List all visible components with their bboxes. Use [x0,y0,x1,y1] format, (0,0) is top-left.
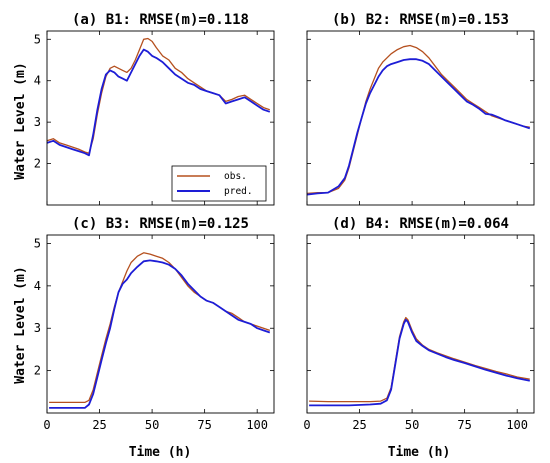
ytick-label: 2 [34,157,41,171]
legend: obs. pred. [171,165,267,202]
legend-box [171,165,267,202]
xtick-label: 50 [145,418,159,432]
series-obs-line-3 [309,316,530,403]
plot-frame-1 [306,30,535,206]
ytick-label: 3 [34,115,41,129]
panel-title-2: (c) B3: RMSE(m)=0.125 [72,216,249,232]
xtick-label: 25 [352,418,366,432]
panel-title-0: (a) B1: RMSE(m)=0.118 [72,12,249,28]
series-pred-line-0 [46,48,271,157]
legend-obs-label: obs. [224,171,247,182]
xtick-label: 50 [405,418,419,432]
panel-title-3: (d) B4: RMSE(m)=0.064 [332,216,509,232]
series-obs-line-0 [46,37,271,154]
ylabel-bottom: Water Level (m) [13,266,28,383]
xlabel-right: Time (h) [388,445,451,460]
xtick-label: 100 [506,418,528,432]
legend-pred-label: pred. [224,186,253,197]
plot-frame-0 [46,30,275,206]
panels: 2 3 4 5 (a) B1: RMSE(m)=0.118 (b) B2: RMSE(m)… [34,12,535,432]
panel-1: (b) B2: RMSE(m)=0.153 [306,12,535,206]
xtick-label: 100 [246,418,268,432]
xlabel-left: Time (h) [129,445,192,460]
ytick-label: 5 [34,32,41,46]
panel-0: 2 3 4 5 (a) B1: RMSE(m)=0.118 [34,12,275,206]
plot-frame-2 [46,234,275,414]
panel-3: 0 25 50 75 100 (d) B4: RMSE(m)=0.064 [303,216,535,432]
series-pred-line-1 [306,58,531,196]
xtick-label: 25 [92,418,106,432]
series-obs-line-1 [306,44,530,195]
ytick-label: 4 [34,279,41,293]
ylabel-top: Water Level (m) [13,62,28,179]
series-obs-line-2 [49,252,271,404]
series-pred-line-2 [49,259,271,409]
ytick-label: 5 [34,236,41,250]
ytick-label: 4 [34,74,41,88]
xtick-label: 75 [197,418,211,432]
panel-2: 0 25 50 75 100 2 3 4 5 (c) B3: RMSE(m)=0.125 [34,216,275,432]
xtick-label: 0 [303,418,310,432]
xtick-label: 75 [457,418,471,432]
xtick-label: 0 [43,418,50,432]
plot-frame-3 [306,234,535,414]
series-pred-line-3 [309,318,530,407]
ytick-label: 2 [34,364,41,378]
panel-title-1: (b) B2: RMSE(m)=0.153 [332,12,509,28]
ytick-label: 3 [34,321,41,335]
